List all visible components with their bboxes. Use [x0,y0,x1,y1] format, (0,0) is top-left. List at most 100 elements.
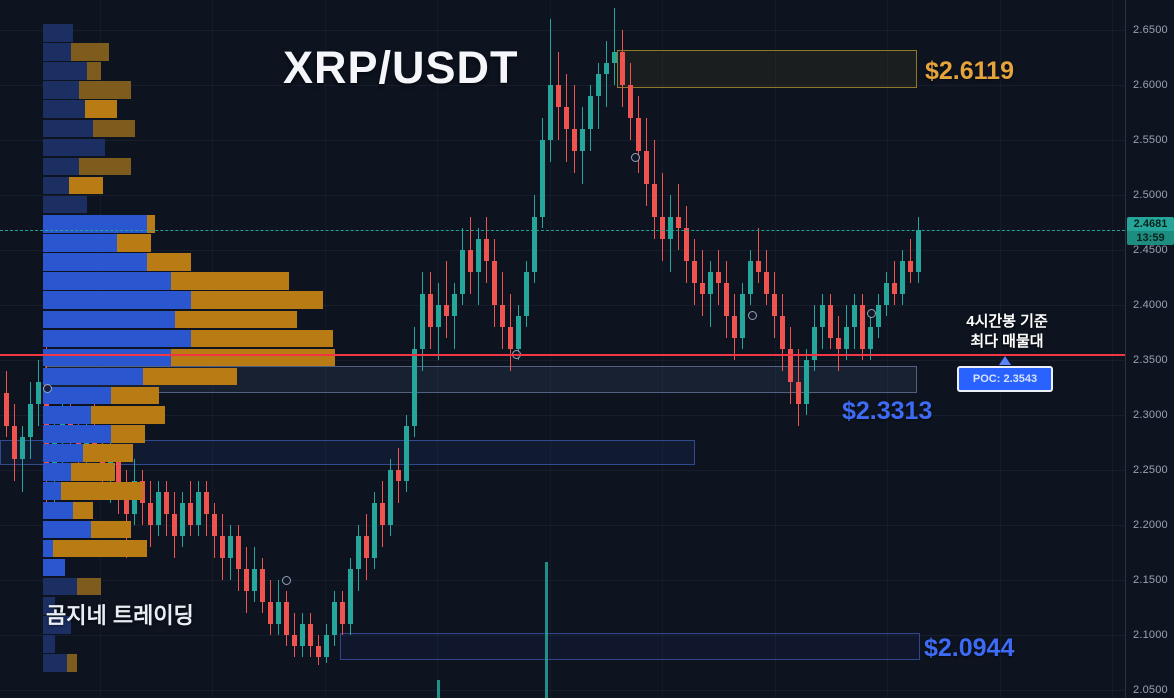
current-price-badge[interactable]: 2.4681 13:59 [1127,217,1174,245]
grid-line-vertical [1112,0,1113,698]
candle-body [516,316,521,349]
poc-price-line [0,354,1125,357]
volume-profile-bar-buy [43,176,69,195]
candle-body [180,503,185,536]
candle-body [740,294,745,338]
zone-demand-zone-low [340,632,920,660]
volume-profile-bar-sell [73,501,93,519]
candle-body [372,503,377,558]
volume-profile-bar-buy [43,367,143,386]
candle-body [772,294,777,316]
swing-marker [631,153,640,162]
candle-body [196,492,201,525]
candle-wick [614,8,615,85]
candle-body [524,272,529,316]
grid-line-vertical [550,0,551,698]
volume-profile-bar-buy [43,348,171,367]
volume-profile-bar-buy [43,234,117,252]
candle-body [780,316,785,349]
price-label-support-low: $2.0944 [924,634,1015,662]
volume-profile-bar-buy [43,386,111,405]
candle-body [28,404,33,437]
candle-wick [126,470,127,558]
volume-profile-bar-buy [43,635,55,653]
candle-body [324,635,329,657]
volume-profile-bar-buy [43,616,71,634]
grid-line-vertical [887,0,888,698]
grid-line-horizontal [0,85,1125,86]
price-axis[interactable]: 2.4681 13:59 2.6500 2.6000 2.5500 2.5000 2.4… [1125,0,1174,698]
grid-line-horizontal [0,360,1125,361]
price-axis-label: 2.3500 [1133,354,1168,366]
candle-body [292,635,297,646]
candle-body [732,316,737,338]
candle-body [260,569,265,602]
candle-countdown: 13:59 [1127,231,1174,245]
price-axis-label: 2.4000 [1133,299,1168,311]
grid-line-horizontal [0,635,1125,636]
grid-line-horizontal [0,415,1125,416]
annotation-korean-line1: 4시간봉 기준 [966,313,1048,330]
volume-profile-bar-sell [69,176,103,195]
volume-profile-bar-buy [43,62,87,80]
price-axis-label: 2.4500 [1133,244,1168,256]
candle-body [348,569,353,624]
candle-body [404,426,409,481]
grid-line-horizontal [0,580,1125,581]
volume-profile-bar-sell [71,43,109,61]
candle-body [420,294,425,349]
candle-body [332,602,337,635]
volume-profile-bar-buy [43,501,73,519]
candle-body [852,305,857,327]
current-price-line [0,230,1125,232]
price-axis-label: 2.1500 [1133,574,1168,586]
volume-profile-bar-buy [43,463,71,481]
candle-body [572,129,577,151]
candle-body [868,327,873,349]
candle-body [252,569,257,591]
volume-profile-bar-buy [43,482,61,500]
candle-body [380,503,385,525]
volume-profile-bar-buy [43,138,105,157]
candle-body [284,602,289,635]
volume-profile-bar-buy [43,195,87,214]
swing-marker [867,309,876,318]
price-label-support-mid: $2.3313 [842,397,933,425]
candle-body [492,261,497,305]
candle-wick [606,41,607,107]
current-price-value: 2.4681 [1127,217,1174,231]
volume-profile-bar-sell [79,81,131,99]
candle-body [156,492,161,525]
candle-wick [454,283,455,349]
volume-profile-bar-buy [43,558,65,577]
candle-body [844,327,849,349]
candle-body [660,217,665,239]
candle-body [4,393,9,426]
candle-body [540,140,545,217]
candle-body [460,250,465,294]
volume-profile-bar-buy [43,24,73,42]
candle-body [508,327,513,349]
candle-body [620,52,625,85]
volume-profile-bar-sell [143,367,237,386]
grid-line-vertical [775,0,776,698]
volume-profile-bar-sell [93,119,135,137]
price-axis-label: 2.2500 [1133,464,1168,476]
volume-profile-bar-buy [43,119,93,137]
volume-profile-bar-buy [43,329,191,348]
price-axis-label: 2.0500 [1133,684,1168,696]
candle-wick [446,261,447,338]
volume-profile-bar-sell [117,234,151,252]
candle-body [204,492,209,514]
candle-body [396,470,401,481]
price-axis-label: 2.2000 [1133,519,1168,531]
candle-body [580,129,585,151]
volume-profile-bar-sell [77,577,101,596]
candle-body [556,85,561,107]
volume-profile-bar-sell [191,329,333,348]
candle-body [860,305,865,349]
chart-pane[interactable] [0,0,1125,698]
grid-line-horizontal [0,30,1125,31]
volume-profile-bar-buy [43,310,175,328]
grid-line-horizontal [0,140,1125,141]
